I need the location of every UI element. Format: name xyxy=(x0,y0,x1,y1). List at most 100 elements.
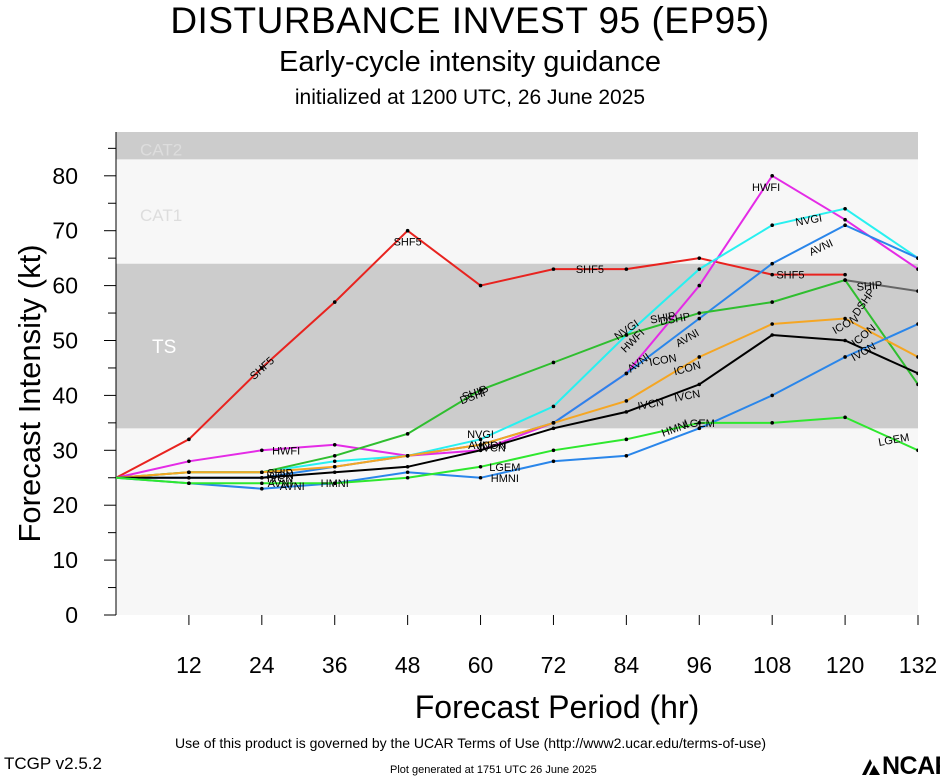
data-point-hwfi xyxy=(260,448,264,453)
model-label-hmni: HMNI xyxy=(321,478,349,490)
initialization-time: initialized at 1200 UTC, 26 June 2025 xyxy=(294,86,646,109)
y-tick-label: 60 xyxy=(52,273,78,299)
version-label: TCGP v2.5.2 xyxy=(4,754,102,773)
model-label-avni: AVNI xyxy=(468,440,493,452)
data-point-ship xyxy=(843,278,847,282)
x-tick-label: 84 xyxy=(614,652,640,678)
data-point-shf5 xyxy=(843,272,847,277)
y-tick-label: 50 xyxy=(52,328,78,354)
data-point-dshp xyxy=(916,382,918,387)
data-point-nvgi xyxy=(551,404,556,409)
x-tick-label: 48 xyxy=(395,652,421,678)
data-point-hmni xyxy=(478,475,483,480)
data-point-shf5 xyxy=(770,272,774,277)
x-tick-label: 36 xyxy=(322,652,348,678)
ncar-logo-text: NCAR xyxy=(882,752,940,780)
data-point-dshp xyxy=(332,453,337,458)
model-label-nvgi: NVGI xyxy=(467,429,494,441)
data-point-hmni xyxy=(843,355,847,359)
data-point-dshp xyxy=(697,311,702,315)
data-point-lgem xyxy=(332,481,337,486)
model-label-shf5: SHF5 xyxy=(576,264,604,276)
ncar-logo: NCAR xyxy=(860,752,940,780)
x-axis-label: Forecast Period (hr) xyxy=(415,689,700,725)
band-label-cat2: CAT2 xyxy=(140,140,182,159)
chart-subtitle: Early-cycle intensity guidance xyxy=(278,46,661,78)
data-point-lgem xyxy=(260,481,264,486)
data-point-shf5 xyxy=(551,267,556,271)
data-point-lgem xyxy=(551,448,556,453)
band-cat1 xyxy=(116,159,918,264)
data-point-hwfi xyxy=(187,459,191,464)
band-ts xyxy=(116,263,918,429)
data-point-ivcn xyxy=(770,333,774,337)
data-point-ivcn xyxy=(624,410,629,414)
data-point-icon xyxy=(332,464,337,469)
data-point-shf5 xyxy=(260,366,264,370)
data-point-shf5 xyxy=(332,300,337,304)
model-label-avni: AVNI xyxy=(280,481,305,493)
model-label-shf5: SHF5 xyxy=(776,270,804,282)
data-point-ship xyxy=(916,289,918,293)
model-label-nvgi: NVGI xyxy=(795,212,824,228)
series-line-icon xyxy=(116,317,918,479)
y-axis-label: Forecast Intensity (kt) xyxy=(12,244,47,542)
data-point-shf5 xyxy=(624,267,629,271)
data-point-lgem xyxy=(187,481,191,486)
data-point-hmni xyxy=(770,393,774,398)
data-point-icon xyxy=(697,355,702,359)
data-point-avni xyxy=(624,371,629,376)
x-tick-label: 12 xyxy=(176,652,202,678)
model-label-ship: SHIP xyxy=(649,310,676,326)
data-point-hmni xyxy=(405,470,410,475)
data-point-ivcn xyxy=(478,448,483,453)
series-line-hwfi xyxy=(116,174,918,479)
data-point-avni xyxy=(843,223,847,228)
data-point-hwfi xyxy=(697,283,702,288)
model-label-shf5: SHF5 xyxy=(394,237,422,249)
y-tick-label: 20 xyxy=(52,492,78,518)
x-tick-label: 132 xyxy=(899,652,937,678)
data-point-icon xyxy=(187,470,191,475)
model-label-lgem: LGEM xyxy=(877,432,910,449)
model-label-ivcn: IVCN xyxy=(267,473,293,485)
data-point-icon xyxy=(405,453,410,458)
model-label-ivcn: IVCN xyxy=(637,396,665,412)
band-label-ts: TS xyxy=(152,337,176,358)
model-label-hmni: HMNI xyxy=(491,473,519,485)
data-point-icon xyxy=(260,470,264,475)
model-label-avni: AVNI xyxy=(268,478,293,490)
data-point-nvgi xyxy=(843,206,847,211)
data-point-ivcn xyxy=(260,475,264,480)
series-line-lgem xyxy=(116,416,918,485)
y-tick-label: 30 xyxy=(52,437,78,463)
model-label-icon: ICON xyxy=(479,440,507,452)
data-point-lgem xyxy=(770,421,774,425)
y-tick-label: 40 xyxy=(52,382,78,408)
data-point-ivcn xyxy=(843,338,847,343)
data-point-icon xyxy=(624,399,629,403)
chart-title: DISTURBANCE INVEST 95 (EP95) xyxy=(170,0,770,41)
series-line-ivcn xyxy=(116,333,918,479)
data-point-ivcn xyxy=(405,464,410,469)
data-point-ivcn xyxy=(697,382,702,387)
data-point-dshp xyxy=(478,388,483,392)
data-point-lgem xyxy=(405,475,410,480)
model-label-ship: SHIP xyxy=(267,467,293,479)
model-label-ship: SHIP xyxy=(856,279,883,293)
model-label-hwfi: HWFI xyxy=(752,182,780,194)
generated-time: Plot generated at 1751 UTC 26 June 2025 xyxy=(390,764,597,776)
data-point-icon xyxy=(916,355,918,359)
model-label-ivcn: IVCN xyxy=(673,388,701,404)
data-point-hmni xyxy=(551,459,556,464)
y-tick-label: 10 xyxy=(52,547,78,573)
y-tick-label: 70 xyxy=(52,218,78,244)
model-label-icon: ICON xyxy=(648,352,677,369)
model-label-dshp: DSHP xyxy=(659,311,691,328)
x-tick-label: 108 xyxy=(753,652,791,678)
data-point-lgem xyxy=(624,437,629,442)
x-tick-label: 120 xyxy=(826,652,864,678)
data-point-hwfi xyxy=(843,217,847,222)
model-label-icon: ICON xyxy=(266,470,294,482)
